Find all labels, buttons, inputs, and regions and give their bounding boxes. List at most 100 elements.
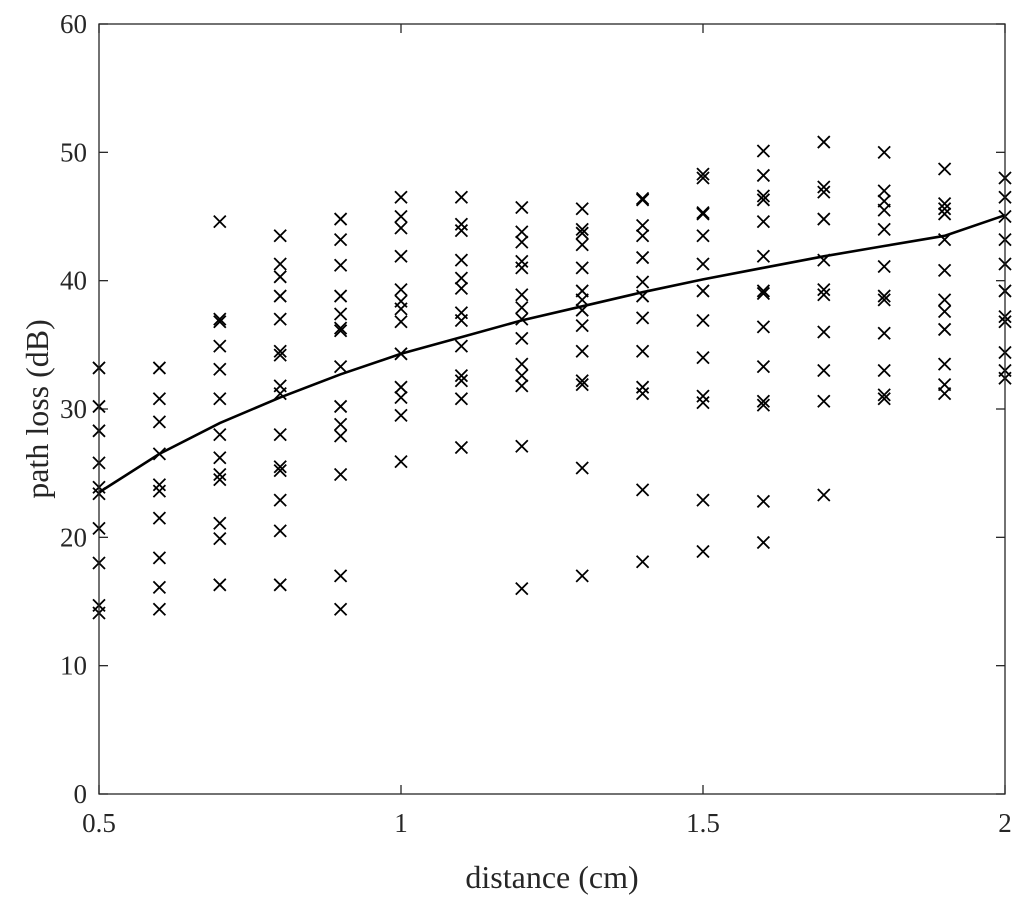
data-point [213, 451, 227, 465]
data-point [515, 261, 529, 275]
data-point [213, 516, 227, 530]
data-point [756, 320, 771, 334]
data-point [394, 302, 408, 316]
data-point [454, 190, 469, 204]
data-point [213, 339, 227, 353]
data-point [273, 270, 287, 284]
data-point [937, 162, 952, 176]
data-point [213, 312, 227, 326]
data-point [333, 399, 348, 414]
axes-box [98, 23, 1006, 795]
data-point [213, 578, 227, 592]
data-point [213, 362, 227, 376]
data-point [575, 202, 589, 216]
data-point [635, 483, 650, 497]
x-axis-label: distance (cm) [465, 859, 638, 895]
data-point [937, 322, 952, 337]
data-point [213, 531, 227, 546]
data-point [696, 493, 710, 507]
data-point [273, 463, 287, 478]
data-point [696, 389, 710, 403]
data-point [756, 398, 771, 412]
data-point [333, 429, 348, 443]
data-point [454, 253, 469, 267]
y-axis-label: path loss (dB) [19, 319, 55, 499]
data-point [273, 229, 287, 243]
data-point [333, 417, 348, 432]
data-point [515, 331, 529, 346]
data-point [515, 225, 529, 239]
data-point [575, 569, 589, 583]
data-point [756, 193, 771, 207]
data-point [454, 374, 469, 388]
data-point [635, 191, 650, 206]
data-point [575, 374, 589, 388]
data-point [817, 488, 831, 502]
data-point [696, 229, 710, 243]
data-point [877, 326, 891, 340]
data-point [213, 472, 227, 487]
data-point [454, 392, 469, 406]
data-point [394, 249, 408, 263]
data-point [635, 555, 650, 569]
data-point [877, 145, 891, 159]
data-point [635, 229, 650, 243]
data-point [877, 203, 891, 217]
data-markers [92, 135, 1012, 620]
data-point [575, 261, 589, 275]
data-point [635, 218, 650, 233]
data-point [756, 360, 771, 374]
data-point [152, 551, 167, 565]
data-point [817, 325, 831, 339]
data-point [454, 223, 469, 238]
data-point [333, 360, 348, 374]
data-point [213, 214, 227, 229]
data-point [273, 257, 287, 271]
data-point [756, 286, 771, 301]
data-point [333, 467, 348, 482]
data-point [635, 193, 650, 207]
data-point [696, 206, 710, 220]
data-point [756, 249, 771, 263]
data-point [333, 569, 348, 583]
data-point [454, 271, 469, 285]
data-point [273, 312, 287, 326]
data-point [817, 212, 831, 226]
y-tick-label: 60 [60, 9, 87, 39]
data-point [273, 524, 287, 538]
data-point [515, 200, 529, 215]
data-point [937, 293, 952, 307]
data-point [333, 289, 348, 303]
data-point [817, 180, 831, 194]
data-point [454, 313, 469, 328]
data-point [394, 221, 408, 235]
data-point [756, 189, 771, 203]
data-point [394, 283, 408, 297]
data-point [152, 415, 167, 429]
data-point [515, 439, 529, 453]
plot-area [99, 24, 1005, 794]
data-point [515, 235, 529, 249]
data-point [273, 344, 287, 358]
data-point [756, 284, 771, 298]
data-point [696, 395, 710, 410]
y-tick-label: 40 [60, 266, 87, 296]
data-point [635, 380, 650, 394]
data-point [937, 357, 952, 371]
data-point [152, 602, 167, 616]
data-point [575, 226, 589, 240]
data-point [877, 388, 891, 402]
y-tick-label: 50 [60, 137, 87, 167]
data-point [213, 315, 227, 329]
data-point [454, 368, 469, 383]
data-point [877, 259, 891, 274]
data-point [273, 348, 287, 362]
data-point [515, 288, 529, 302]
x-tick-label: 0.5 [82, 808, 116, 838]
data-point [756, 214, 771, 229]
data-point [152, 361, 167, 375]
data-point [937, 202, 952, 216]
data-point [877, 293, 891, 307]
